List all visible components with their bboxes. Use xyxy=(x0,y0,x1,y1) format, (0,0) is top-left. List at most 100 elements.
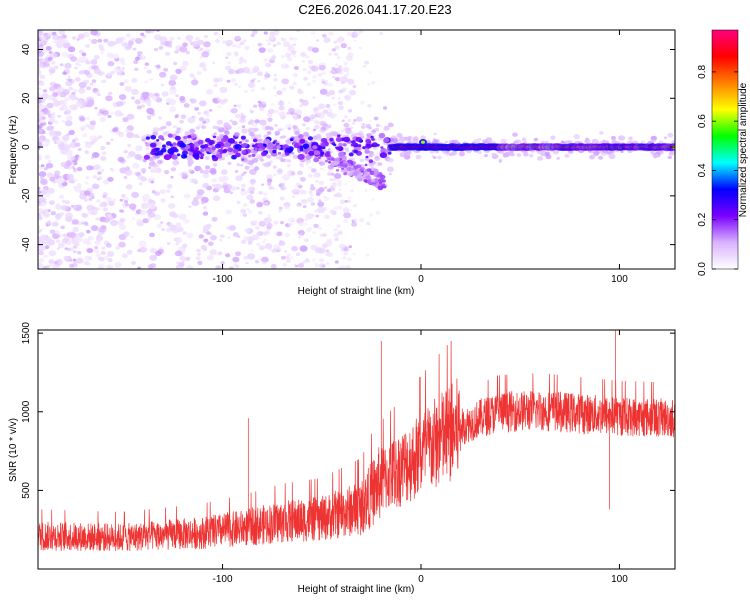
spectrogram-cell xyxy=(344,265,351,269)
spectrogram-cell xyxy=(152,131,158,137)
colorbar-gradient xyxy=(711,29,739,270)
spectrogram-cell xyxy=(317,247,326,254)
spectrogram-cell xyxy=(161,228,166,232)
spectrogram-cell xyxy=(338,71,344,75)
spectrogram-cell xyxy=(216,119,224,125)
spectrogram-cell xyxy=(239,56,244,60)
spectrogram-cell xyxy=(38,208,44,214)
spectrogram-cell xyxy=(183,135,188,140)
spectrogram-cell xyxy=(85,116,90,121)
spectrogram-cell xyxy=(167,203,176,209)
spectrogram-cell xyxy=(149,254,158,262)
spectrogram-cell xyxy=(292,195,295,198)
spectrogram-cell xyxy=(342,66,350,73)
spectrogram-cell xyxy=(291,219,295,223)
spectrogram-cell xyxy=(206,231,211,235)
spectrogram-cell xyxy=(92,175,98,179)
spectrogram-cell xyxy=(327,148,331,151)
spectrogram-cell xyxy=(262,231,268,236)
spectrogram-cell xyxy=(149,232,155,238)
spectrogram-cell xyxy=(116,101,124,107)
spectrogram-cell xyxy=(175,130,180,134)
spectrogram-cell xyxy=(85,123,90,128)
spectrogram-cell xyxy=(63,97,70,102)
spectrogram-cell xyxy=(278,105,285,111)
spectrogram-cell xyxy=(44,143,48,147)
spectrogram-cell xyxy=(53,65,59,70)
spectrogram-cell xyxy=(108,266,112,269)
spectrogram-cell xyxy=(336,224,341,228)
spectrogram-cell xyxy=(183,103,190,108)
spectrogram-cell xyxy=(178,261,185,267)
spectrogram-cell xyxy=(40,164,45,168)
spectrogram-cell xyxy=(242,142,248,148)
spectrogram-cell xyxy=(131,191,140,199)
spectrogram-cell xyxy=(151,159,155,163)
spectrogram-cell xyxy=(56,177,65,184)
spectrogram-cell xyxy=(174,115,179,119)
spectrogram-cell xyxy=(274,124,278,127)
spectrogram-cell xyxy=(84,142,92,149)
spectrogram-cell xyxy=(119,217,126,223)
spectrogram-cell xyxy=(72,245,78,249)
spectrogram-cell xyxy=(327,108,333,113)
spectrogram-cell xyxy=(89,120,96,126)
spectrogram-cell xyxy=(126,132,134,139)
spectrogram-cell xyxy=(62,144,71,151)
spectrogram-cell xyxy=(197,252,201,256)
spectrogram-cell xyxy=(415,154,422,160)
spectrogram-cell xyxy=(73,169,78,173)
spectrogram-cell xyxy=(342,134,347,138)
spectrogram-cell xyxy=(83,198,89,202)
spectrogram-cell xyxy=(47,187,55,194)
spectrogram-cell xyxy=(347,31,353,37)
spectrogram-cell xyxy=(200,153,205,157)
spectrogram-cell xyxy=(281,255,286,260)
spectrogram-cell xyxy=(369,119,372,122)
spectrogram-cell xyxy=(339,76,344,81)
spectrogram-cell xyxy=(322,233,327,237)
spectrogram-cell xyxy=(281,116,285,120)
spectrogram-cell xyxy=(319,233,324,237)
spectrogram-cell xyxy=(161,91,169,97)
spectrogram-cell xyxy=(313,150,320,156)
spectrogram-cell xyxy=(341,129,345,132)
spectrogram-cell xyxy=(53,83,59,89)
spectrogram-cell xyxy=(351,121,356,125)
spectrogram-cell xyxy=(312,96,316,99)
spectrogram-cell xyxy=(217,105,222,109)
spectrogram-cell xyxy=(269,160,273,163)
spectrogram-cell xyxy=(433,132,437,136)
spectrogram-cell xyxy=(216,151,220,155)
y-tick-label: 20 xyxy=(21,92,32,104)
spectrogram-cell xyxy=(364,149,371,154)
spectrogram-cell xyxy=(169,88,177,95)
spectrogram-cell xyxy=(92,88,98,92)
spectrogram-cell xyxy=(345,55,353,61)
spectrogram-cell xyxy=(156,141,162,146)
spectrogram-cell xyxy=(368,159,374,164)
spectrogram-cell xyxy=(52,112,56,116)
spectrogram-cell xyxy=(294,185,298,188)
spectrogram-cell xyxy=(45,46,52,51)
spectrogram-cell xyxy=(267,214,272,218)
spectrogram-cell xyxy=(119,82,125,86)
spectrogram-cell xyxy=(281,37,287,42)
spectrogram-cell xyxy=(59,194,64,199)
spectrogram-cell xyxy=(325,249,330,253)
spectrogram-cell xyxy=(142,170,146,174)
spectrogram-cell xyxy=(121,194,126,198)
spectrogram-cell xyxy=(327,82,333,87)
spectrogram-cell xyxy=(252,78,256,81)
spectrogram-cell xyxy=(298,134,304,139)
spectrogram-cell xyxy=(226,51,232,57)
spectrogram-cell xyxy=(305,127,310,131)
spectrogram-cell xyxy=(84,255,92,261)
spectrogram-cell xyxy=(215,126,220,130)
spectrogram-cell xyxy=(265,62,272,68)
spectrogram-cell xyxy=(263,143,267,147)
spectrogram-cell xyxy=(283,41,290,48)
spectrogram-cell xyxy=(67,75,71,78)
spectrogram-cell xyxy=(584,138,591,144)
spectrogram-cell xyxy=(340,43,347,49)
